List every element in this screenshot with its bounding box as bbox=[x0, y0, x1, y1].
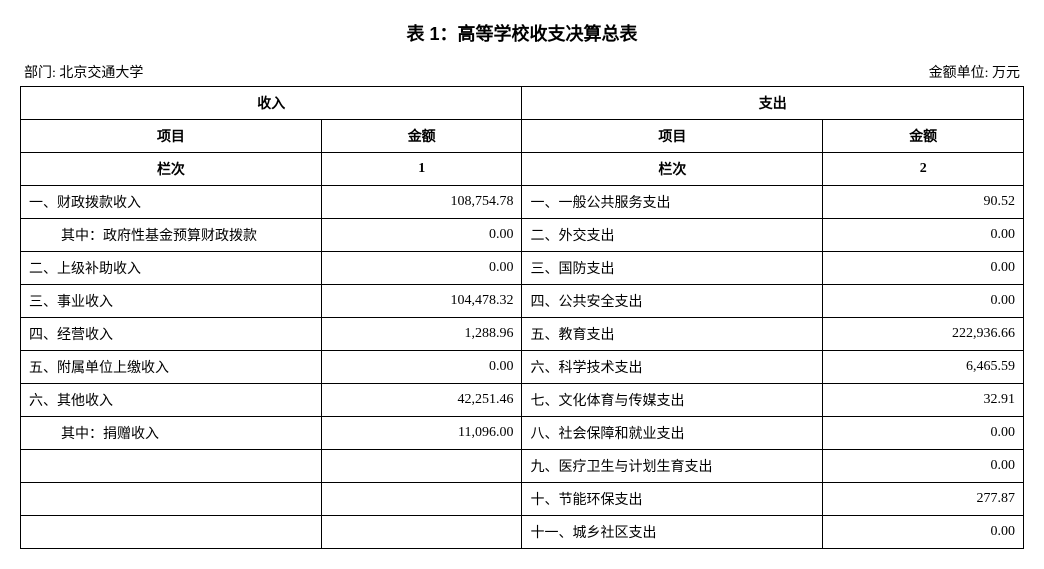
income-amount-cell: 42,251.46 bbox=[321, 384, 522, 417]
income-item-cell: 其中：捐赠收入 bbox=[21, 417, 322, 450]
header-colindex-right: 栏次 bbox=[522, 153, 823, 186]
expense-amount-cell: 0.00 bbox=[823, 450, 1024, 483]
expense-amount-cell: 6,465.59 bbox=[823, 351, 1024, 384]
income-amount-cell: 11,096.00 bbox=[321, 417, 522, 450]
expense-item-cell: 九、医疗卫生与计划生育支出 bbox=[522, 450, 823, 483]
income-amount-cell: 108,754.78 bbox=[321, 186, 522, 219]
page-title: 表 1：高等学校收支决算总表 bbox=[20, 20, 1024, 46]
header-item-left: 项目 bbox=[21, 120, 322, 153]
income-amount-cell: 104,478.32 bbox=[321, 285, 522, 318]
expense-item-cell: 八、社会保障和就业支出 bbox=[522, 417, 823, 450]
income-item-cell: 五、附属单位上缴收入 bbox=[21, 351, 322, 384]
income-amount-cell: 0.00 bbox=[321, 351, 522, 384]
department-label: 部门: bbox=[24, 66, 56, 81]
table-row: 十一、城乡社区支出0.00 bbox=[21, 516, 1024, 549]
header-amount-left: 金额 bbox=[321, 120, 522, 153]
income-item-cell bbox=[21, 516, 322, 549]
expense-item-cell: 七、文化体育与传媒支出 bbox=[522, 384, 823, 417]
income-item-cell: 四、经营收入 bbox=[21, 318, 322, 351]
table-row: 其中：政府性基金预算财政拨款0.00二、外交支出0.00 bbox=[21, 219, 1024, 252]
expense-amount-cell: 0.00 bbox=[823, 252, 1024, 285]
expense-amount-cell: 0.00 bbox=[823, 219, 1024, 252]
table-row: 六、其他收入42,251.46七、文化体育与传媒支出32.91 bbox=[21, 384, 1024, 417]
expense-item-cell: 五、教育支出 bbox=[522, 318, 823, 351]
table-row: 十、节能环保支出277.87 bbox=[21, 483, 1024, 516]
table-header-row-2: 项目 金额 项目 金额 bbox=[21, 120, 1024, 153]
meta-row: 部门: 北京交通大学 金额单位: 万元 bbox=[20, 62, 1024, 82]
income-item-cell: 三、事业收入 bbox=[21, 285, 322, 318]
expense-amount-cell: 0.00 bbox=[823, 285, 1024, 318]
expense-amount-cell: 0.00 bbox=[823, 417, 1024, 450]
unit-value: 万元 bbox=[992, 66, 1020, 81]
table-body: 一、财政拨款收入108,754.78一、一般公共服务支出90.52其中：政府性基… bbox=[21, 186, 1024, 549]
header-col1: 1 bbox=[321, 153, 522, 186]
table-row: 其中：捐赠收入11,096.00八、社会保障和就业支出0.00 bbox=[21, 417, 1024, 450]
income-item-cell bbox=[21, 483, 322, 516]
table-header-row-3: 栏次 1 栏次 2 bbox=[21, 153, 1024, 186]
income-amount-cell bbox=[321, 450, 522, 483]
table-row: 五、附属单位上缴收入0.00六、科学技术支出6,465.59 bbox=[21, 351, 1024, 384]
expense-item-cell: 四、公共安全支出 bbox=[522, 285, 823, 318]
income-item-cell: 一、财政拨款收入 bbox=[21, 186, 322, 219]
table-row: 二、上级补助收入0.00三、国防支出0.00 bbox=[21, 252, 1024, 285]
table-row: 三、事业收入104,478.32四、公共安全支出0.00 bbox=[21, 285, 1024, 318]
table-header-row-1: 收入 支出 bbox=[21, 87, 1024, 120]
table-row: 一、财政拨款收入108,754.78一、一般公共服务支出90.52 bbox=[21, 186, 1024, 219]
department-value: 北京交通大学 bbox=[59, 66, 143, 81]
income-item-cell bbox=[21, 450, 322, 483]
expense-item-cell: 十一、城乡社区支出 bbox=[522, 516, 823, 549]
income-item-cell: 六、其他收入 bbox=[21, 384, 322, 417]
expense-item-cell: 一、一般公共服务支出 bbox=[522, 186, 823, 219]
income-item-cell: 其中：政府性基金预算财政拨款 bbox=[21, 219, 322, 252]
table-row: 九、医疗卫生与计划生育支出0.00 bbox=[21, 450, 1024, 483]
expense-amount-cell: 277.87 bbox=[823, 483, 1024, 516]
expense-amount-cell: 0.00 bbox=[823, 516, 1024, 549]
expense-item-cell: 二、外交支出 bbox=[522, 219, 823, 252]
expense-item-cell: 十、节能环保支出 bbox=[522, 483, 823, 516]
header-colindex-left: 栏次 bbox=[21, 153, 322, 186]
header-expense: 支出 bbox=[522, 87, 1024, 120]
income-amount-cell bbox=[321, 483, 522, 516]
expense-amount-cell: 90.52 bbox=[823, 186, 1024, 219]
department: 部门: 北京交通大学 bbox=[24, 62, 143, 82]
expense-item-cell: 三、国防支出 bbox=[522, 252, 823, 285]
header-income: 收入 bbox=[21, 87, 522, 120]
income-amount-cell: 0.00 bbox=[321, 252, 522, 285]
expense-amount-cell: 32.91 bbox=[823, 384, 1024, 417]
finance-table: 收入 支出 项目 金额 项目 金额 栏次 1 栏次 2 一、财政拨款收入108,… bbox=[20, 86, 1024, 549]
income-item-cell: 二、上级补助收入 bbox=[21, 252, 322, 285]
unit-label: 金额单位: bbox=[929, 66, 989, 81]
expense-amount-cell: 222,936.66 bbox=[823, 318, 1024, 351]
table-row: 四、经营收入1,288.96五、教育支出222,936.66 bbox=[21, 318, 1024, 351]
header-item-right: 项目 bbox=[522, 120, 823, 153]
income-amount-cell: 0.00 bbox=[321, 219, 522, 252]
expense-item-cell: 六、科学技术支出 bbox=[522, 351, 823, 384]
income-amount-cell: 1,288.96 bbox=[321, 318, 522, 351]
unit: 金额单位: 万元 bbox=[929, 62, 1020, 82]
header-col2: 2 bbox=[823, 153, 1024, 186]
header-amount-right: 金额 bbox=[823, 120, 1024, 153]
income-amount-cell bbox=[321, 516, 522, 549]
